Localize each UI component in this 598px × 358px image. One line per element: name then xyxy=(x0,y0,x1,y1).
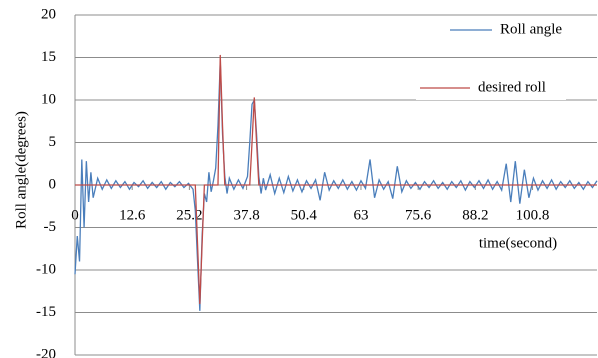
y-tick-label: -5 xyxy=(44,219,57,235)
y-tick-label: -10 xyxy=(36,261,56,277)
y-tick-label: -20 xyxy=(36,346,56,358)
legend-label: desired roll xyxy=(478,79,546,95)
x-tick-label: 0 xyxy=(71,207,79,223)
series-line xyxy=(74,61,598,311)
x-tick-label: 63 xyxy=(353,207,368,223)
y-axis-label: Roll angle(degrees) xyxy=(13,111,29,229)
x-tick-label: 25.2 xyxy=(176,207,202,223)
x-axis-label: time(second) xyxy=(479,235,557,251)
y-tick-label: 5 xyxy=(49,134,57,150)
x-tick-label: 12.6 xyxy=(119,207,146,223)
y-tick-label: 20 xyxy=(41,6,56,22)
x-tick-label: 75.6 xyxy=(405,207,432,223)
x-tick-label: 50.4 xyxy=(291,207,318,223)
x-tick-label: 88.2 xyxy=(462,207,488,223)
x-tick-label: 100.8 xyxy=(516,207,550,223)
series-line xyxy=(75,54,597,305)
y-tick-label: -15 xyxy=(36,304,56,320)
y-tick-label: 10 xyxy=(41,91,56,107)
y-tick-label: 0 xyxy=(49,176,57,192)
legend-label: Roll angle xyxy=(500,21,562,37)
y-tick-label: 15 xyxy=(41,49,56,65)
x-tick-label: 37.8 xyxy=(233,207,259,223)
